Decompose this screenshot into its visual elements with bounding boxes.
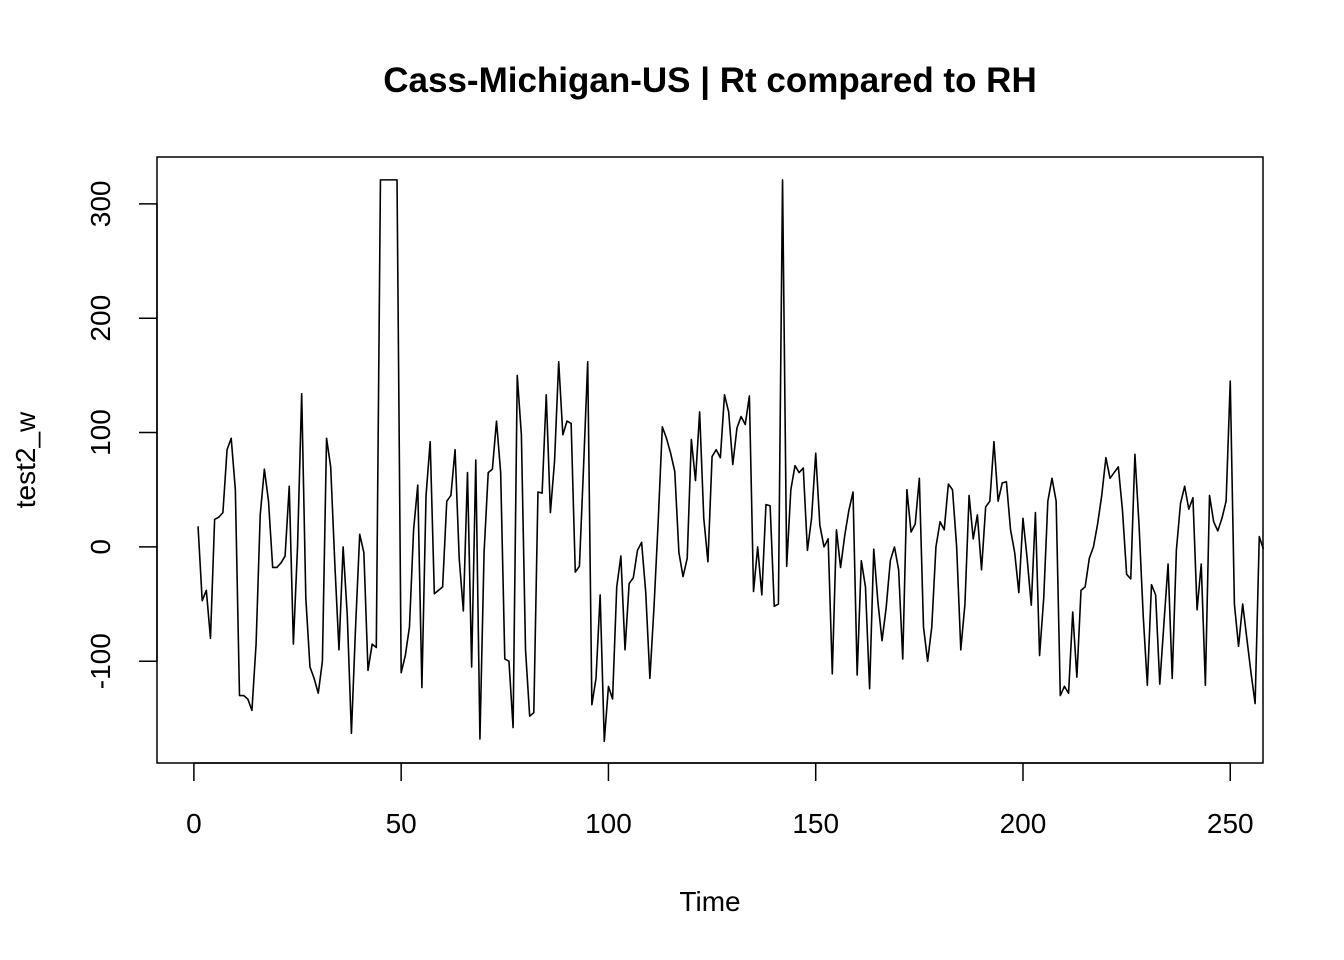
y-axis: -100 0 100 200 300 xyxy=(85,181,158,689)
y-tick-label: -100 xyxy=(85,633,116,689)
x-tick-label: 250 xyxy=(1207,808,1254,839)
series-line xyxy=(197,179,1265,743)
x-tick-label: 200 xyxy=(1000,808,1047,839)
x-axis: 0 50 100 150 200 250 xyxy=(186,762,1254,839)
x-tick-label: 50 xyxy=(386,808,417,839)
y-tick-label: 200 xyxy=(85,295,116,342)
chart-title: Cass-Michigan-US | Rt compared to RH xyxy=(383,61,1036,100)
x-axis-label: Time xyxy=(679,886,740,917)
y-tick-label: 100 xyxy=(85,409,116,456)
series-layer xyxy=(197,179,1265,743)
y-tick-label: 300 xyxy=(85,181,116,228)
x-tick-label: 0 xyxy=(186,808,202,839)
x-tick-label: 100 xyxy=(585,808,632,839)
plot-frame xyxy=(156,156,1264,764)
y-tick-label: 0 xyxy=(85,539,116,555)
x-tick-label: 150 xyxy=(792,808,839,839)
y-axis-label: test2_w xyxy=(10,411,41,508)
